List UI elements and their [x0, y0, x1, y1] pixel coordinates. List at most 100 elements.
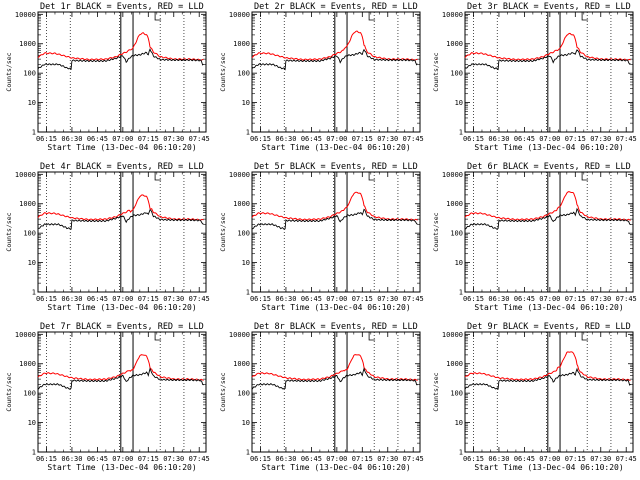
detector-panel-2: Det 2r BLACK = Events, RED = LLD 1 10 100 10… [219, 2, 424, 152]
y-tick-label: 100 [450, 70, 463, 78]
detector-panel-5: Det 5r BLACK = Events, RED = LLD 1 10 100 10… [219, 162, 424, 312]
y-tick-label: 1000 [446, 360, 463, 368]
y-tick-label: 100 [450, 230, 463, 238]
attenuator-marker [154, 332, 162, 341]
panel-title: Det 1r BLACK = Events, RED = LLD [40, 2, 204, 12]
x-tick-label: 07:30 [163, 135, 184, 143]
x-tick-label: 06:45 [514, 455, 535, 463]
y-tick-label: 1000 [233, 360, 250, 368]
panel-title: Det 5r BLACK = Events, RED = LLD [254, 162, 418, 172]
y-axis-label: Counts/sec [219, 372, 227, 411]
y-tick-label: 1000 [233, 40, 250, 48]
y-tick-label: 10000 [229, 171, 250, 179]
attenuator-marker [368, 332, 376, 341]
series-line-events [464, 49, 631, 71]
attenuator-marker [368, 12, 376, 21]
x-tick-label: 06:15 [36, 135, 57, 143]
x-axis-label: Start Time (13-Dec-04 06:10:20) [47, 463, 196, 472]
y-tick-label: 10 [242, 419, 250, 427]
x-tick-label: 06:30 [61, 135, 82, 143]
y-tick-label: 100 [23, 230, 36, 238]
panel-title: Det 9r BLACK = Events, RED = LLD [467, 322, 631, 332]
y-tick-label: 10 [28, 99, 36, 107]
x-tick-label: 07:45 [616, 295, 637, 303]
series-line-lld [251, 30, 418, 61]
x-tick-label: 06:45 [87, 295, 108, 303]
x-tick-label: 07:15 [565, 295, 586, 303]
x-axis-label: Start Time (13-Dec-04 06:10:20) [261, 143, 410, 152]
y-tick-label: 10000 [442, 11, 463, 19]
series-line-lld [251, 354, 418, 381]
x-tick-label: 07:00 [539, 295, 560, 303]
panel-title: Det 6r BLACK = Events, RED = LLD [467, 162, 631, 172]
y-axis-label: Counts/sec [432, 372, 440, 411]
y-tick-label: 1000 [19, 200, 36, 208]
plot-frame [464, 11, 634, 133]
y-axis-label: Counts/sec [219, 52, 227, 91]
attenuator-marker [154, 12, 162, 21]
x-tick-label: 06:30 [488, 135, 509, 143]
y-tick-label: 1 [32, 289, 36, 297]
x-tick-label: 07:30 [163, 295, 184, 303]
y-tick-label: 10 [242, 259, 250, 267]
y-tick-label: 1 [246, 449, 250, 457]
x-tick-label: 06:45 [87, 455, 108, 463]
y-tick-label: 100 [237, 390, 250, 398]
y-tick-label: 100 [237, 230, 250, 238]
x-tick-label: 07:15 [565, 135, 586, 143]
x-tick-label: 06:45 [301, 135, 322, 143]
series-line-events [251, 208, 418, 230]
x-tick-label: 06:45 [87, 135, 108, 143]
x-tick-label: 07:45 [189, 135, 210, 143]
series-line-lld [37, 32, 204, 61]
series-line-lld [464, 351, 631, 381]
y-tick-label: 1000 [446, 200, 463, 208]
y-tick-label: 1 [246, 289, 250, 297]
y-tick-label: 10 [455, 259, 463, 267]
y-tick-label: 10000 [442, 331, 463, 339]
plot-frame [464, 331, 634, 453]
x-tick-label: 06:30 [488, 295, 509, 303]
x-tick-label: 07:00 [112, 295, 133, 303]
y-tick-label: 100 [23, 70, 36, 78]
series-line-events [464, 207, 631, 230]
plot-frame [464, 171, 634, 293]
x-axis-label: Start Time (13-Dec-04 06:10:20) [47, 303, 196, 312]
x-tick-label: 07:15 [138, 135, 159, 143]
x-tick-label: 07:30 [590, 135, 611, 143]
series-line-events [251, 48, 418, 71]
x-tick-label: 07:00 [112, 455, 133, 463]
x-tick-label: 06:45 [514, 135, 535, 143]
y-axis-label: Counts/sec [5, 52, 13, 91]
y-tick-label: 10000 [15, 331, 36, 339]
x-tick-label: 07:30 [377, 455, 398, 463]
x-tick-label: 06:30 [488, 455, 509, 463]
x-tick-label: 06:15 [463, 135, 484, 143]
series-line-events [464, 367, 631, 390]
attenuator-marker [581, 332, 589, 341]
x-tick-label: 06:30 [275, 295, 296, 303]
y-tick-label: 1000 [19, 360, 36, 368]
x-tick-label: 07:00 [326, 455, 347, 463]
y-tick-label: 10000 [15, 11, 36, 19]
y-tick-label: 10 [28, 419, 36, 427]
y-axis-label: Counts/sec [432, 52, 440, 91]
plot-frame [37, 331, 207, 453]
y-tick-label: 1 [246, 129, 250, 137]
x-tick-label: 06:45 [514, 295, 535, 303]
x-tick-label: 07:00 [539, 135, 560, 143]
x-tick-label: 07:15 [565, 455, 586, 463]
x-axis-label: Start Time (13-Dec-04 06:10:20) [474, 303, 623, 312]
x-axis-label: Start Time (13-Dec-04 06:10:20) [47, 143, 196, 152]
x-tick-label: 07:00 [539, 455, 560, 463]
plot-frame [37, 11, 207, 133]
x-tick-label: 07:30 [377, 295, 398, 303]
x-tick-label: 07:15 [138, 295, 159, 303]
x-tick-label: 07:30 [163, 455, 184, 463]
x-tick-label: 07:15 [352, 455, 373, 463]
y-tick-label: 100 [23, 390, 36, 398]
series-line-lld [464, 191, 631, 221]
y-tick-label: 10 [242, 99, 250, 107]
x-tick-label: 07:45 [616, 135, 637, 143]
